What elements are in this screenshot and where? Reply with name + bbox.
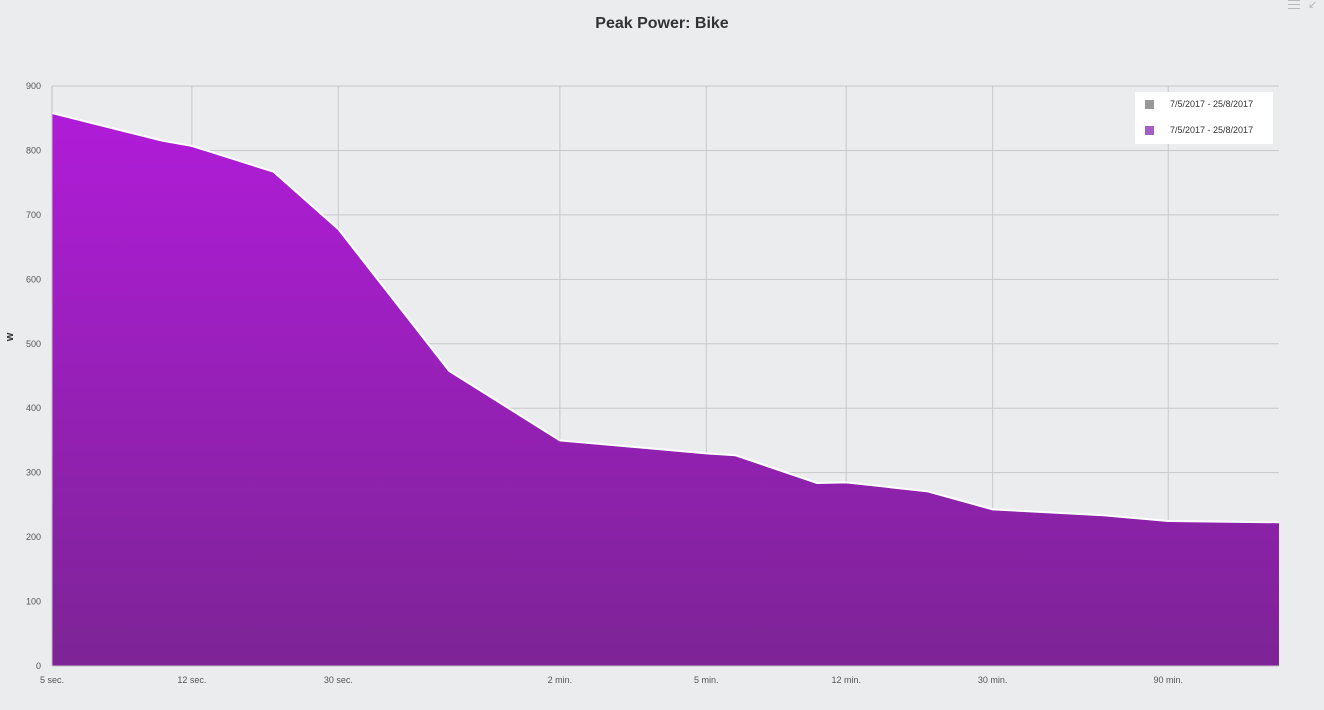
x-tick-label-2: 30 sec. — [324, 675, 353, 685]
legend-label-1: 7/5/2017 - 25/8/2017 — [1170, 99, 1254, 109]
y-axis-title: w — [4, 332, 16, 342]
legend-item-2[interactable]: 7/5/2017 - 25/8/2017 — [1145, 123, 1253, 137]
menu-icon[interactable] — [1288, 0, 1300, 10]
chart-title: Peak Power: Bike — [595, 15, 729, 32]
y-tick-label-500: 500 — [26, 339, 41, 349]
x-tick-label-7: 90 min. — [1153, 675, 1183, 685]
x-tick-label-6: 30 min. — [978, 675, 1008, 685]
x-tick-label-5: 12 min. — [831, 675, 861, 685]
area-line-0[interactable] — [51, 112, 1280, 524]
y-tick-label-0: 0 — [36, 661, 41, 671]
legend-item-1[interactable]: 7/5/2017 - 25/8/2017 — [1145, 97, 1253, 111]
x-tick-label-1: 12 sec. — [177, 675, 206, 685]
y-tick-label-600: 600 — [26, 274, 41, 284]
y-tick-label-100: 100 — [26, 597, 41, 607]
x-tick-label-4: 5 min. — [694, 675, 719, 685]
y-tick-label-900: 900 — [26, 81, 41, 91]
legend-swatch-2 — [1145, 125, 1154, 135]
legend-swatch-1 — [1145, 99, 1154, 109]
area-fill-0[interactable] — [52, 113, 1279, 667]
x-tick-label-0: 5 sec. — [40, 675, 64, 685]
legend-label-2: 7/5/2017 - 25/8/2017 — [1170, 125, 1254, 135]
legend: 7/5/2017 - 25/8/2017 7/5/2017 - 25/8/201… — [1135, 92, 1273, 144]
y-tick-label-200: 200 — [26, 532, 41, 542]
area-series — [51, 112, 1280, 667]
axes: 0 100 200 300 400 500 600 700 800 900 5 sec. 12 sec… — [26, 81, 1279, 685]
y-tick-label-700: 700 — [26, 210, 41, 220]
collapse-icon[interactable]: ↙ — [1308, 0, 1318, 11]
y-tick-label-300: 300 — [26, 468, 41, 478]
y-tick-label-400: 400 — [26, 403, 41, 413]
x-tick-label-3: 2 min. — [548, 675, 573, 685]
y-tick-label-800: 800 — [26, 145, 41, 155]
